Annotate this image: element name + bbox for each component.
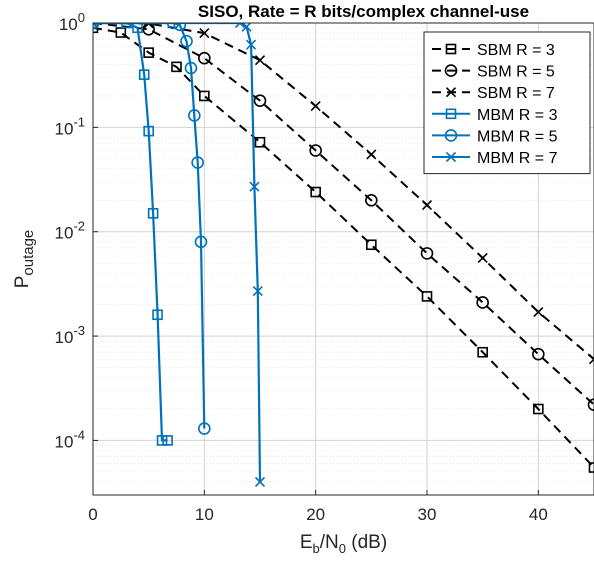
y-tick-label: 10-1: [55, 114, 85, 138]
x-tick-label: 30: [418, 505, 437, 524]
legend-label: MBM R = 7: [477, 150, 558, 167]
legend-label: SBM R = 7: [477, 85, 555, 102]
legend-label: MBM R = 5: [477, 128, 558, 145]
x-tick-label: 10: [195, 505, 214, 524]
series-line: [93, 23, 204, 429]
y-tick-label: 10-2: [55, 219, 85, 243]
x-tick-label: 40: [529, 505, 548, 524]
data-point: [256, 56, 265, 65]
series-line: [93, 23, 260, 482]
x-tick-label: 0: [88, 505, 97, 524]
legend-label: MBM R = 3: [477, 107, 558, 124]
y-tick-label: 10-4: [55, 427, 85, 451]
data-point: [589, 399, 594, 410]
legend: SBM R = 3 SBM R = 5 SBM R = 7 MBM R = 3 MBM …: [424, 32, 590, 174]
legend-label: SBM R = 5: [477, 64, 555, 81]
data-point: [478, 253, 487, 262]
legend-label: SBM R = 3: [477, 42, 555, 59]
chart-title: SISO, Rate = R bits/complex channel-use: [198, 2, 529, 21]
y-tick-label: 10-3: [55, 323, 85, 347]
data-point: [367, 150, 376, 159]
y-tick-label: 100: [59, 10, 85, 34]
x-tick-label: 20: [306, 505, 325, 524]
series-4: [88, 18, 210, 435]
x-axis-title: Eb/N0 (dB): [300, 532, 387, 556]
series-5: [89, 19, 265, 487]
data-point: [590, 463, 594, 472]
data-point: [477, 297, 488, 308]
y-axis-title: Poutage: [12, 230, 37, 289]
